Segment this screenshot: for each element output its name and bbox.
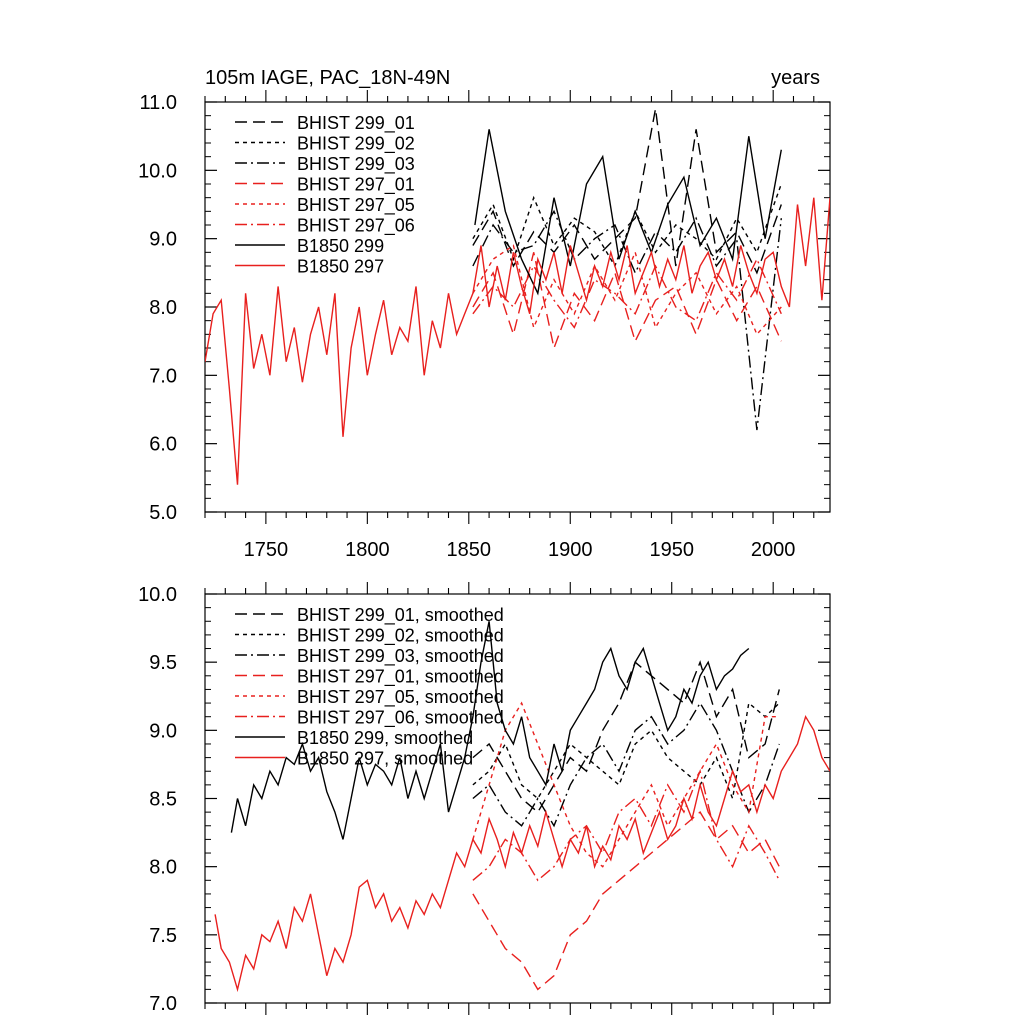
series-line-3 <box>472 811 780 991</box>
legend-entry-label: BHIST 297_06, smoothed <box>297 708 504 729</box>
legend-entry-label: BHIST 297_05, smoothed <box>297 687 504 708</box>
x-tick-label: 1800 <box>345 539 390 561</box>
legend-entry-label: B1850 297 <box>297 257 384 277</box>
series-line-7 <box>205 197 830 485</box>
legend-entry-label: B1850 299 <box>297 236 384 256</box>
x-tick-label: 1900 <box>548 539 593 561</box>
legend-entry-label: BHIST 297_01 <box>297 175 415 196</box>
y-tick-label: 7.0 <box>149 365 177 387</box>
series-line-6 <box>230 621 750 840</box>
series-line-6 <box>474 129 782 296</box>
y-tick-label: 8.5 <box>149 789 177 811</box>
legend-entry-label: B1850 299, smoothed <box>297 728 473 748</box>
legend-entry-label: BHIST 297_06 <box>297 216 415 237</box>
series-line-7 <box>214 714 830 993</box>
y-tick-label: 11.0 <box>140 92 177 114</box>
series-line-2 <box>472 701 780 828</box>
series-line-5 <box>472 257 782 329</box>
series-line-4 <box>472 244 782 336</box>
top-plot-panel: 5.0 6.0 7.0 8.0 9.0 10.0 11.0 1750 1800 1850 1900 1… <box>138 90 831 561</box>
legend-entry-label: BHIST 299_02 <box>297 134 415 155</box>
legend-entry-label: BHIST 299_03, smoothed <box>297 646 504 667</box>
legend-entry-label: BHIST 299_01 <box>297 113 415 134</box>
x-tick-label: 2000 <box>751 539 796 561</box>
y-tick-label: 9.0 <box>149 229 177 251</box>
y-tick-label: 10.0 <box>138 584 177 606</box>
bottom-plot-panel: 7.0 7.5 8.0 8.5 9.0 9.5 10.0 BHIST 299_01, smoo… <box>138 582 831 1015</box>
y-tick-label: 8.0 <box>149 297 177 319</box>
chart-title: 105m IAGE, PAC_18N-49N <box>205 67 450 89</box>
y-tick-label: 9.5 <box>149 652 177 674</box>
x-tick-label: 1950 <box>649 539 694 561</box>
series-line-1 <box>472 183 782 268</box>
y-tick-label: 8.0 <box>149 857 177 879</box>
y-tick-label: 5.0 <box>149 502 177 524</box>
y-tick-label: 6.0 <box>149 434 177 456</box>
units-label: years <box>771 67 820 89</box>
x-tick-label: 1850 <box>447 539 492 561</box>
legend-entry-label: BHIST 299_02, smoothed <box>297 626 504 647</box>
legend-entry-label: BHIST 297_01, smoothed <box>297 667 504 688</box>
series-line-1 <box>472 701 780 802</box>
y-tick-label: 7.0 <box>149 993 177 1015</box>
y-tick-label: 10.0 <box>138 160 177 182</box>
series-group <box>214 621 830 993</box>
series-group <box>205 108 830 485</box>
legend-entry-label: B1850 297, smoothed <box>297 749 473 769</box>
x-tick-label: 1750 <box>244 539 289 561</box>
series-line-2 <box>472 209 782 431</box>
series-line-0 <box>472 660 780 814</box>
series-line-5 <box>472 768 780 882</box>
y-tick-label: 9.0 <box>149 720 177 742</box>
y-tick-label: 7.5 <box>149 925 177 947</box>
legend-entry-label: BHIST 299_01, smoothed <box>297 605 504 626</box>
legend-entry-label: BHIST 297_05 <box>297 195 415 216</box>
legend-entry-label: BHIST 299_03 <box>297 154 415 175</box>
